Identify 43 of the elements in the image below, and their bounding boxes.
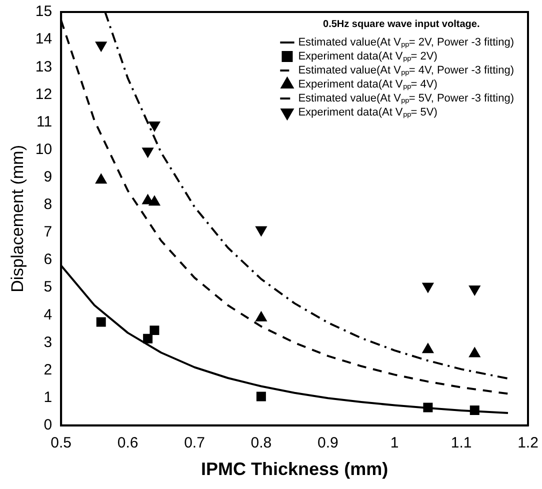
x-tick-label: 0.8 <box>250 434 272 452</box>
x-tick-label: 0.6 <box>117 434 138 452</box>
y-tick-label: 6 <box>44 251 52 268</box>
point <box>468 285 480 296</box>
y-tick-label: 2 <box>44 361 52 378</box>
y-tick-label: 1 <box>44 388 52 406</box>
legend-label: Experiment data(At Vₚₚ= 4V) <box>298 78 438 91</box>
y-tick-label: 3 <box>44 334 52 351</box>
legend-title: 0.5Hz square wave input voltage. <box>323 18 480 30</box>
y-tick-label: 5 <box>44 278 52 296</box>
legend-label: Estimated value(At Vₚₚ= 4V, Power -3 fitting) <box>298 64 514 77</box>
y-tick-label: 13 <box>35 58 52 76</box>
x-tick-label: 1 <box>390 434 399 452</box>
point <box>95 42 107 52</box>
legend-label: Experiment data(At Vₚₚ= 2V) <box>298 50 438 63</box>
legend-label: Estimated value(At Vₚₚ= 5V, Power -3 fitting) <box>298 92 514 105</box>
x-tick-label: 1.1 <box>450 434 472 452</box>
y-tick-label: 10 <box>35 140 52 158</box>
y-tick-label: 0 <box>44 416 52 434</box>
legend-label: Estimated value(At Vₚₚ= 2V, Power -3 fitting) <box>298 36 514 49</box>
point <box>148 121 160 132</box>
point <box>150 326 160 336</box>
x-axis-title: IPMC Thickness (mm) <box>201 459 388 480</box>
x-tick-label: 0.9 <box>317 434 338 452</box>
y-tick-label: 12 <box>35 86 52 103</box>
legend-label: Experiment data(At Vₚₚ= 5V) <box>298 106 438 119</box>
y-tick-label: 8 <box>44 196 52 214</box>
point <box>255 226 267 236</box>
y-tick-label: 7 <box>44 224 52 241</box>
point <box>143 334 153 344</box>
x-tick-label: 1.2 <box>518 434 538 452</box>
y-tick-label: 14 <box>35 30 52 48</box>
point <box>142 148 154 158</box>
y-tick-label: 9 <box>44 168 52 186</box>
point <box>256 392 266 402</box>
point <box>422 282 434 293</box>
y-tick-label: 15 <box>35 3 52 20</box>
x-tick-label: 0.5 <box>50 434 72 452</box>
y-tick-label: 4 <box>44 306 52 324</box>
x-tick-label: 0.7 <box>184 434 205 452</box>
y-axis-title: Displacement (mm) <box>8 145 27 292</box>
y-tick-label: 11 <box>36 113 52 130</box>
point <box>96 317 106 327</box>
